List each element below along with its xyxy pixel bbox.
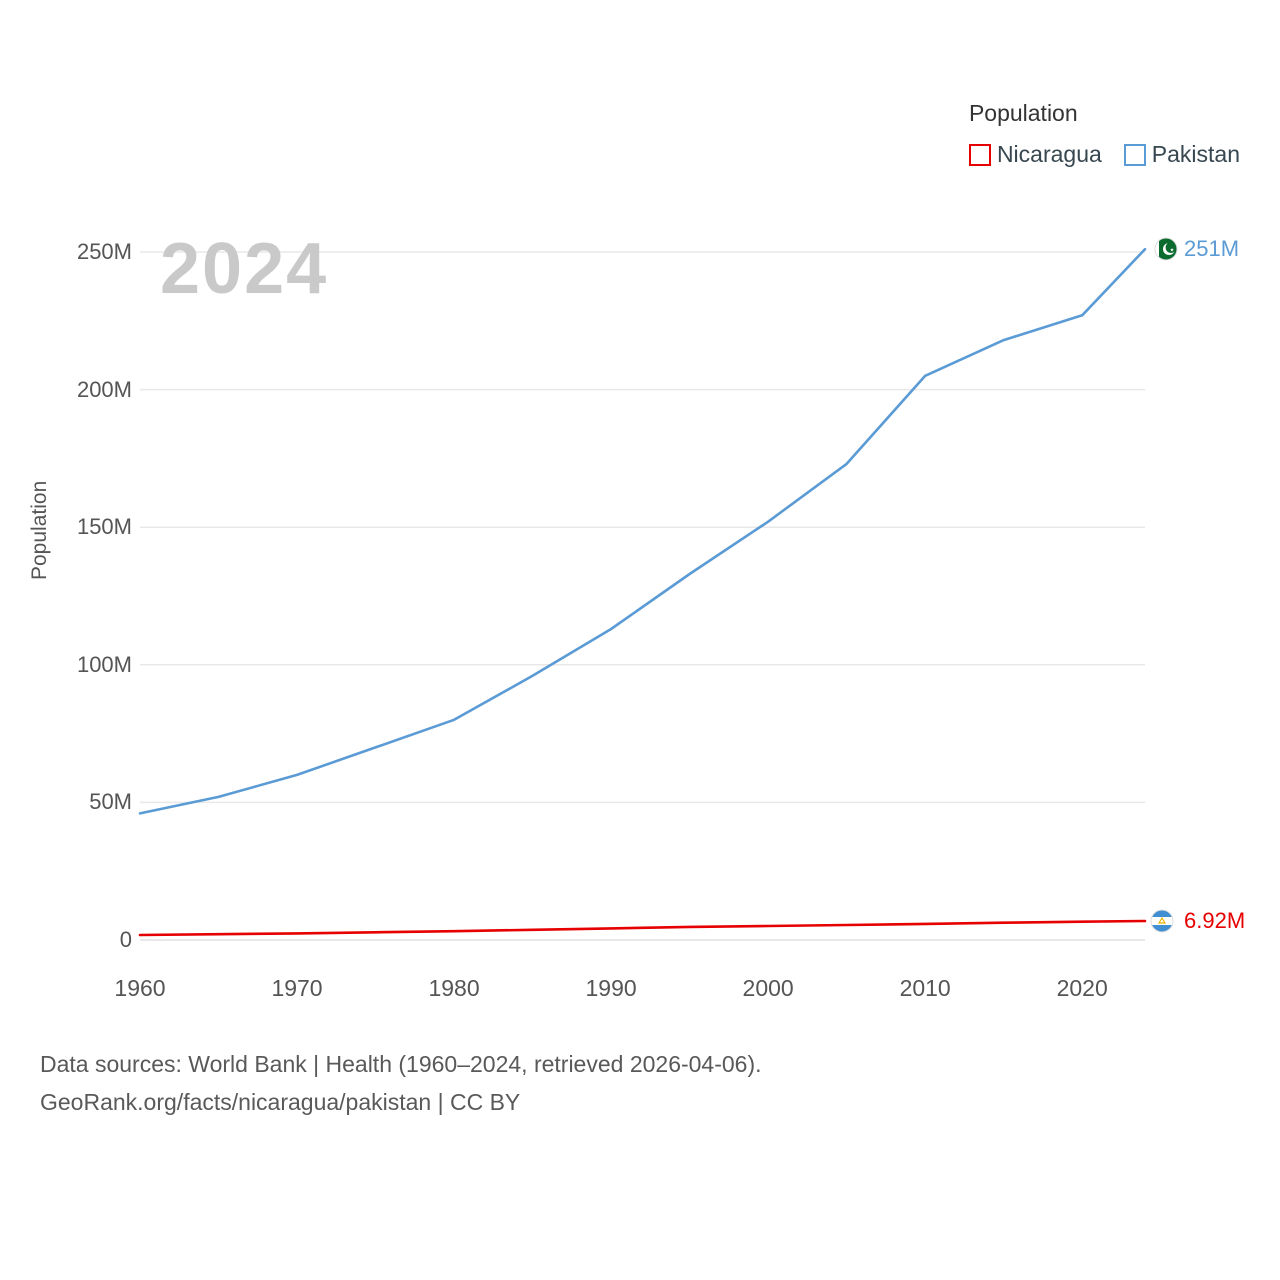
x-tick-2010: 2010 [899,975,951,1001]
pakistan-swatch-icon [1123,143,1146,166]
x-tick-2020: 2020 [1056,975,1108,1001]
y-tick-200M: 200M [76,376,132,402]
y-tick-250M: 250M [76,239,132,264]
y-tick-100M: 100M [76,651,132,677]
y-tick-50M: 50M [89,789,132,815]
x-tick-1990: 1990 [585,975,637,1001]
legend-item-pakistan[interactable]: Pakistan [1123,141,1240,168]
legend-item-nicaragua[interactable]: Nicaragua [968,141,1102,168]
y-tick-150M: 150M [76,514,132,540]
pakistan-end-value-label: 251M [1184,236,1240,261]
legend-label-nicaragua: Nicaragua [996,141,1102,167]
x-tick-1960: 1960 [114,975,166,1001]
legend-label-pakistan: Pakistan [1151,141,1240,167]
series-line-pakistan[interactable] [138,247,1147,815]
legend-title: Population [968,100,1078,126]
x-tick-1980: 1980 [428,975,480,1001]
chart-legend: Population Nicaragua Pakistan [968,100,1240,168]
nicaragua-end-value-label: 6.92M [1184,908,1246,933]
footer-url: GeoRank.org/facts/nicaragua/pakistan | C… [40,1088,521,1115]
footer-attribution: Data sources: World Bank | Health (1960–… [40,1046,762,1122]
nicaragua-swatch-icon [968,143,991,166]
x-tick-2000: 2000 [742,975,794,1001]
y-tick-0: 0 [119,927,132,952]
nicaragua-flag-icon [1150,909,1174,933]
series-line-nicaragua[interactable] [138,919,1147,937]
footer-data-sources: Data sources: World Bank | Health (1960–… [40,1051,762,1077]
x-tick-1970: 1970 [271,975,323,1001]
pakistan-flag-icon [1154,237,1178,261]
watermark-year: 2024 [160,229,329,309]
